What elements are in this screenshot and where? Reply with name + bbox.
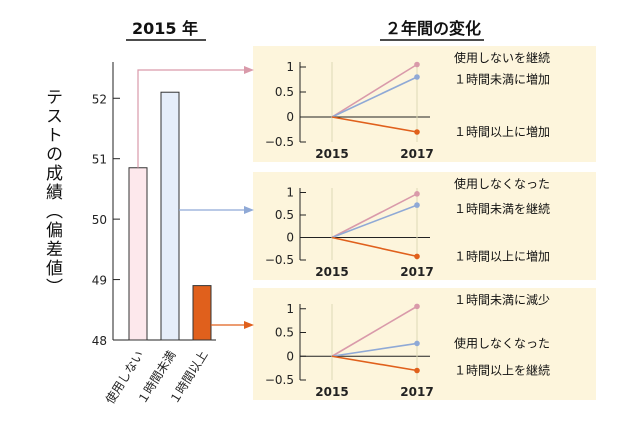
panel-ytick-label: −0.5 [265,253,294,267]
panel-xtick-label: 2017 [400,147,433,161]
line-panel-2: 1 0.5 0 −0.5 2015 2017 使用しなくなった １時間未満を継続 １時間以上に増… [253,172,596,280]
panel-ytick-label: 0 [286,349,294,363]
series-annotation: １時間未満を継続 [454,201,550,216]
series-annotation: 使用しなくなった [454,176,550,191]
series-annotation: １時間以上に増加 [454,249,550,263]
panel-ytick-label: 0.5 [275,85,294,99]
connector-arrowhead [244,66,254,74]
series-annotation: １時間未満に増加 [454,73,550,87]
bar-ytick-label: 51 [92,153,107,167]
panel-xtick-label: 2015 [315,147,348,161]
series-line [331,355,418,372]
panel-ytick-label: 0.5 [275,208,294,222]
bar-ytick-label: 52 [92,92,107,106]
panel-background [253,46,596,162]
panel-background [253,172,596,280]
bar-0 [128,167,148,341]
bar-ytick-label: 50 [92,213,107,227]
connectors [137,66,254,329]
series-line [331,76,418,118]
panel-ytick-label: 1 [286,186,294,200]
series-endpoint [414,303,420,310]
bar-2 [192,285,212,341]
line-panel-1: 1 0.5 0 −0.5 2015 2017 使用しないを継続 １時間未満に増加 １時間以上に増… [253,46,596,162]
panel-xtick-label: 2015 [315,265,348,279]
series-annotation: 使用しないを継続 [454,50,550,65]
series-annotation: 使用しなくなった [454,335,550,350]
panel-ytick-label: 0 [286,231,294,245]
panel-ytick-label: 0.5 [275,326,294,340]
series-line [331,193,418,239]
line-panels: 1 0.5 0 −0.5 2015 2017 使用しないを継続 １時間未満に増加 １時間以上に増… [253,46,596,400]
series-endpoint [414,61,420,68]
bar-ytick-label: 49 [92,274,107,288]
series-endpoint [414,202,420,208]
series-line [331,236,418,258]
series-endpoint [414,367,420,374]
series-endpoint [414,74,420,80]
panel-ytick-label: 0 [286,110,294,124]
series-annotation: １時間未満に減少 [454,292,550,307]
series-line [331,342,418,358]
series-line [331,63,418,118]
series-endpoint [414,129,420,135]
series-annotation: １時間以上を継続 [454,363,550,378]
connector-arrowhead [244,206,254,214]
series-endpoint [414,253,420,260]
series-line [331,116,418,133]
panel-ytick-label: −0.5 [265,135,294,149]
panel-ytick-label: −0.5 [265,373,294,387]
panel-xtick-label: 2017 [400,265,433,279]
bar-ytick-label: 48 [92,334,107,348]
panel-xtick-label: 2017 [400,385,433,399]
panel-xtick-label: 2015 [315,385,348,399]
series-endpoint [414,340,420,347]
change-title: ２年間の変化 [385,19,481,38]
bar-ylabel: テストの成績（偏差値） [42,88,63,297]
series-annotation: １時間以上に増加 [454,125,550,139]
bar-chart-title: 2015 年 [132,19,198,38]
panel-ytick-label: 1 [286,60,294,74]
series-line [331,305,418,357]
series-endpoint [414,191,420,197]
connector-0 [137,69,246,168]
connector-arrowhead [244,321,254,329]
bar-1 [160,91,180,341]
panel-background [253,288,596,400]
series-line [331,204,418,239]
panel-ytick-label: 1 [286,302,294,316]
